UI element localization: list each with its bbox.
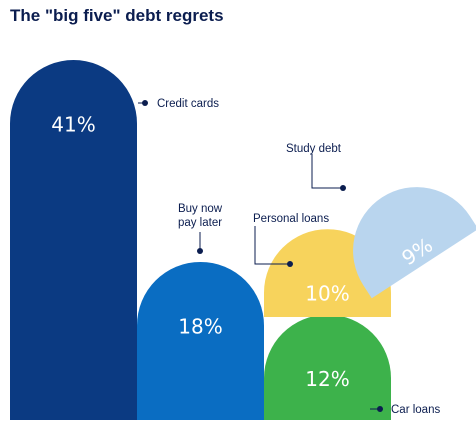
value-label-personal-loans: 10% — [305, 282, 349, 306]
bar-credit-cards — [10, 60, 137, 420]
category-label-credit-cards: Credit cards — [157, 98, 219, 110]
bar-group-buy-now-pay-later: 18% — [137, 261, 264, 420]
label-group-study-debt: Study debt — [286, 143, 346, 191]
labels-layer: Credit cards Buy now pay later Car loans Per… — [138, 98, 440, 416]
category-label-car-loans: Car loans — [391, 404, 440, 416]
leader-dot-car-loans — [377, 406, 383, 412]
bar-group-car-loans: 12% — [264, 314, 391, 420]
bars-layer: 41%18%12%10%9% — [10, 60, 476, 420]
label-group-car-loans: Car loans — [370, 404, 440, 416]
leader-dot-credit-cards — [142, 100, 148, 106]
value-label-car-loans: 12% — [305, 367, 349, 391]
leader-line-personal-loans — [254, 226, 290, 265]
label-group-personal-loans: Personal loans — [253, 213, 329, 267]
label-group-buy-now-pay-later: Buy now pay later — [178, 203, 223, 254]
value-label-credit-cards: 41% — [51, 113, 95, 137]
label-group-credit-cards: Credit cards — [138, 98, 219, 110]
category-label-personal-loans: Personal loans — [253, 213, 329, 225]
category-label-study-debt: Study debt — [286, 143, 342, 155]
bar-group-credit-cards: 41% — [10, 60, 137, 420]
leader-line-study-debt — [311, 154, 343, 189]
bar-study-debt — [353, 187, 476, 299]
leader-dot-study-debt — [340, 185, 346, 191]
leader-dot-personal-loans — [287, 261, 293, 267]
bar-car-loans — [264, 314, 391, 420]
leader-dot-buy-now-pay-later — [197, 248, 203, 254]
category-label-buy-now-pay-later-line-1: Buy now — [178, 203, 223, 215]
bar-buy-now-pay-later — [137, 261, 264, 420]
category-label-buy-now-pay-later-line-2: pay later — [178, 217, 222, 229]
value-label-buy-now-pay-later: 18% — [178, 314, 222, 338]
chart-title: The "big five" debt regrets — [10, 6, 224, 25]
